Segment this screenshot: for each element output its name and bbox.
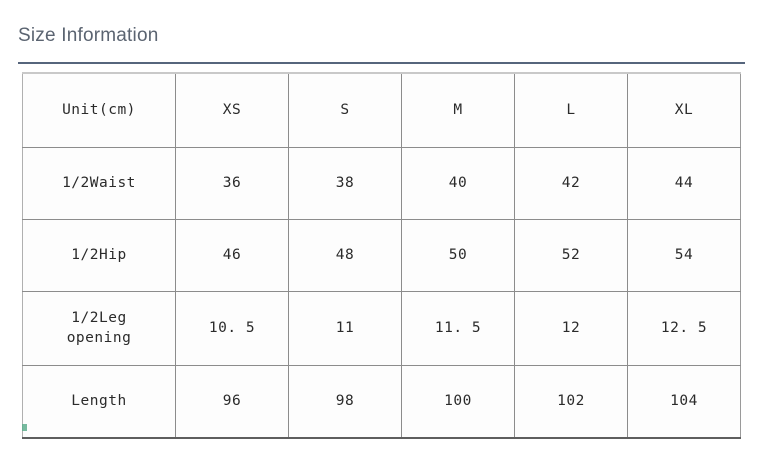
cell-leg-opening-l: 12 (514, 291, 628, 366)
cell-waist-xs: 36 (175, 147, 289, 220)
cell-length-m: 100 (401, 365, 515, 439)
row-label-leg-opening: 1/2Leg opening (22, 291, 176, 366)
table-row: 1/2Waist 36 38 40 42 44 (22, 147, 741, 220)
cell-hip-xs: 46 (175, 219, 289, 292)
cell-leg-opening-s: 11 (288, 291, 402, 366)
header-cell-size-s: S (288, 72, 402, 148)
cell-leg-opening-m: 11. 5 (401, 291, 515, 366)
cell-length-l: 102 (514, 365, 628, 439)
header-cell-size-m: M (401, 72, 515, 148)
cell-leg-opening-xs: 10. 5 (175, 291, 289, 366)
table-row: 1/2Hip 46 48 50 52 54 (22, 219, 741, 292)
row-label-length: Length (22, 365, 176, 439)
table-row: Length 96 98 100 102 104 (22, 365, 741, 439)
cell-length-s: 98 (288, 365, 402, 439)
cell-length-xs: 96 (175, 365, 289, 439)
cell-waist-xl: 44 (627, 147, 741, 220)
row-label-waist: 1/2Waist (22, 147, 176, 220)
cell-length-xl: 104 (627, 365, 741, 439)
header-cell-size-xs: XS (175, 72, 289, 148)
title-divider (18, 62, 745, 64)
page-title: Size Information (18, 25, 159, 46)
cell-hip-s: 48 (288, 219, 402, 292)
row-label-hip: 1/2Hip (22, 219, 176, 292)
header-cell-unit: Unit(cm) (22, 72, 176, 148)
header-cell-size-xl: XL (627, 72, 741, 148)
cell-hip-xl: 54 (627, 219, 741, 292)
cell-hip-l: 52 (514, 219, 628, 292)
table-corner-artifact (22, 424, 27, 431)
cell-leg-opening-xl: 12. 5 (627, 291, 741, 366)
table-header-row: Unit(cm) XS S M L XL (22, 72, 741, 148)
table-row: 1/2Leg opening 10. 5 11 11. 5 12 12. 5 (22, 291, 741, 366)
row-label-leg-opening-line2: opening (66, 329, 132, 346)
size-chart-table: Unit(cm) XS S M L XL 1/2Waist 36 38 40 4… (22, 72, 741, 439)
cell-waist-l: 42 (514, 147, 628, 220)
cell-hip-m: 50 (401, 219, 515, 292)
row-label-leg-opening-line1: 1/2Leg (71, 310, 127, 327)
size-table-container: Unit(cm) XS S M L XL 1/2Waist 36 38 40 4… (22, 72, 741, 439)
cell-waist-s: 38 (288, 147, 402, 220)
header-cell-size-l: L (514, 72, 628, 148)
cell-waist-m: 40 (401, 147, 515, 220)
